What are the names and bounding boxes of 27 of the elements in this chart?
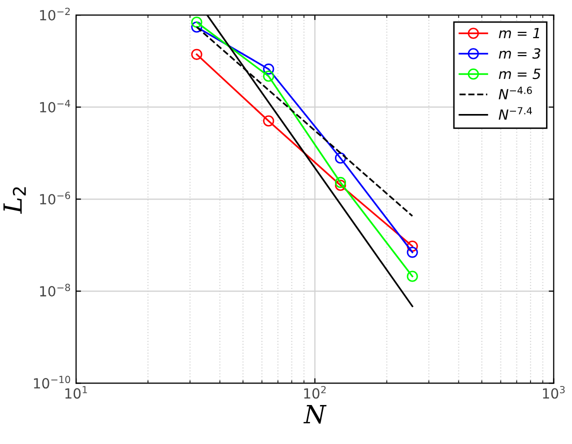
x-tick-label: 10$^{1}$	[65, 386, 87, 399]
legend-label: m = 3	[498, 48, 540, 59]
point	[191, 16, 202, 28]
legend-label: m = 1	[498, 28, 540, 38]
x-axis-title: N	[303, 405, 327, 424]
y-axis-title: L$_{2}$	[3, 187, 26, 214]
point	[191, 48, 202, 60]
point	[334, 152, 346, 164]
point	[191, 21, 202, 33]
point	[406, 246, 418, 258]
x-tick-label: 10$^{2}$	[304, 386, 326, 399]
point	[334, 180, 346, 191]
legend-label: N$^{−4.6}$	[498, 86, 532, 100]
legend-label: N$^{−7.4}$	[498, 107, 532, 120]
y-tick-label: 10$^{−4}$	[40, 100, 70, 112]
point	[263, 115, 274, 127]
point	[334, 176, 346, 188]
point	[263, 64, 274, 75]
y-tick-label: 10$^{−8}$	[40, 284, 70, 297]
x-tick-label: 10$^{3}$	[543, 386, 565, 399]
point	[406, 240, 418, 252]
point	[263, 70, 274, 82]
point	[406, 270, 418, 282]
y-tick-label: 10$^{−2}$	[40, 8, 70, 20]
y-tick-label: 10$^{−6}$	[40, 192, 70, 204]
y-tick-label: 10$^{−10}$	[34, 376, 70, 389]
legend-label: m = 5	[498, 68, 540, 80]
